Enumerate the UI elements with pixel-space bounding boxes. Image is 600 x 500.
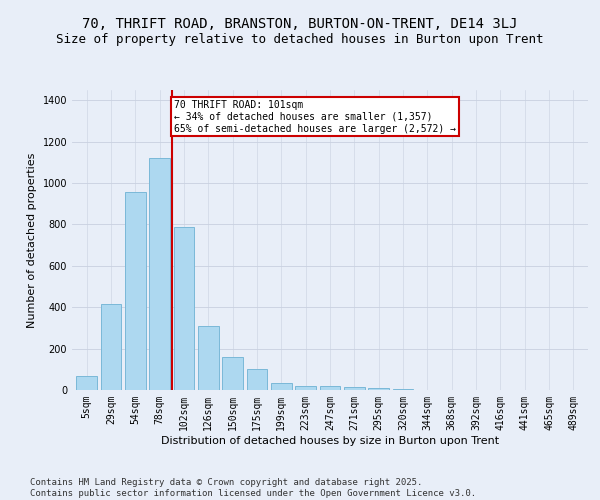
Bar xyxy=(125,192,146,390)
Bar xyxy=(295,386,316,390)
Bar xyxy=(76,376,97,390)
Text: 70 THRIFT ROAD: 101sqm
← 34% of detached houses are smaller (1,357)
65% of semi-: 70 THRIFT ROAD: 101sqm ← 34% of detached… xyxy=(174,100,456,134)
X-axis label: Distribution of detached houses by size in Burton upon Trent: Distribution of detached houses by size … xyxy=(161,436,499,446)
Bar xyxy=(368,388,389,390)
Text: Size of property relative to detached houses in Burton upon Trent: Size of property relative to detached ho… xyxy=(56,32,544,46)
Bar xyxy=(320,386,340,390)
Bar xyxy=(198,326,218,390)
Bar xyxy=(222,357,243,390)
Text: 70, THRIFT ROAD, BRANSTON, BURTON-ON-TRENT, DE14 3LJ: 70, THRIFT ROAD, BRANSTON, BURTON-ON-TRE… xyxy=(82,18,518,32)
Text: Contains HM Land Registry data © Crown copyright and database right 2025.
Contai: Contains HM Land Registry data © Crown c… xyxy=(30,478,476,498)
Bar xyxy=(173,226,194,390)
Bar xyxy=(392,389,413,390)
Bar xyxy=(101,304,121,390)
Bar xyxy=(149,158,170,390)
Bar xyxy=(247,370,268,390)
Bar xyxy=(271,383,292,390)
Y-axis label: Number of detached properties: Number of detached properties xyxy=(27,152,37,328)
Bar xyxy=(344,387,365,390)
